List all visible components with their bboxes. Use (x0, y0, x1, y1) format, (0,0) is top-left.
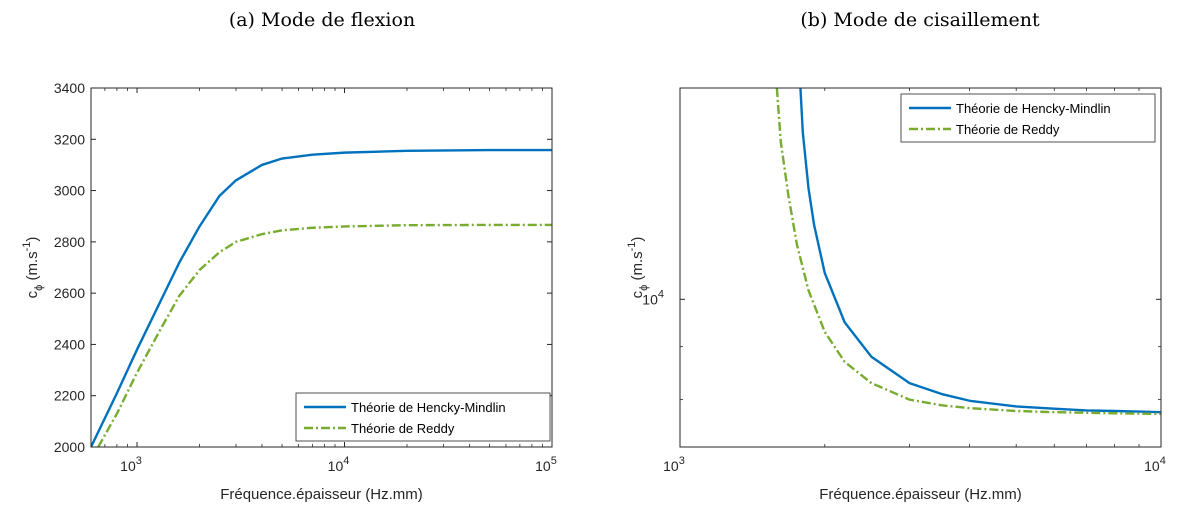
x-tick-label: 104 (328, 455, 350, 474)
y-axis-label-unit-pre: (m.s (629, 251, 646, 284)
y-axis-label-main: c (629, 290, 646, 298)
series-line-hencky-mindlin (91, 148, 552, 447)
y-tick-label: 2600 (54, 285, 85, 301)
x-tick-label: 105 (535, 455, 557, 474)
x-tick-label-exponent: 5 (551, 455, 557, 467)
x-tick-label: 103 (663, 455, 685, 474)
y-axis-label-unit-sup: -1 (626, 242, 638, 252)
legend-label-hencky-mindlin: Théorie de Hencky-Mindlin (351, 400, 506, 415)
panel-title: (b) Mode de cisaillement (800, 9, 1040, 31)
y-tick-label: 2800 (54, 234, 85, 250)
legend-box (295, 392, 551, 442)
x-tick-label-base: 10 (535, 458, 551, 474)
x-tick-label-exponent: 3 (679, 455, 685, 467)
x-tick-label: 104 (1144, 455, 1166, 474)
y-axis-label-sub: ϕ (638, 285, 650, 291)
y-tick-label: 3000 (54, 183, 85, 199)
x-tick-label-exponent: 3 (136, 455, 142, 467)
axes-box (679, 87, 1162, 448)
x-tick-label-base: 10 (328, 458, 344, 474)
legend-label-hencky-mindlin: Théorie de Hencky-Mindlin (956, 101, 1111, 116)
y-tick-label: 2400 (54, 336, 85, 352)
y-axis-label-unit-post: ) (24, 237, 41, 242)
panel-title: (a) Mode de flexion (229, 9, 415, 31)
y-axis-label-sub: ϕ (33, 285, 45, 291)
y-tick-label-exponent: 4 (658, 288, 664, 300)
x-tick-label-base: 10 (1144, 458, 1160, 474)
legend: Théorie de Hencky-Mindlin Théorie de Redd… (295, 392, 551, 442)
axes-box (90, 87, 553, 448)
y-axis-label: cϕ (m.s-1) (626, 237, 650, 299)
y-tick-label-base: 10 (642, 291, 658, 307)
y-tick-label: 104 (642, 288, 664, 307)
legend-label-reddy: Théorie de Reddy (351, 421, 455, 436)
legend: Théorie de Hencky-Mindlin Théorie de Redd… (900, 93, 1156, 143)
x-tick-label-exponent: 4 (343, 455, 349, 467)
y-axis-label-unit-post: ) (629, 237, 646, 242)
x-tick-label: 103 (120, 455, 142, 474)
x-tick-label-base: 10 (663, 458, 679, 474)
y-axis-label-unit-sup: -1 (21, 242, 33, 252)
y-tick-label: 2000 (54, 439, 85, 455)
x-axis-label: Fréquence.épaisseur (Hz.mm) (220, 486, 423, 503)
y-tick-label: 3200 (54, 131, 85, 147)
x-axis-label: Fréquence.épaisseur (Hz.mm) (819, 486, 1022, 503)
legend-label-reddy: Théorie de Reddy (956, 122, 1060, 137)
y-axis-label-unit-pre: (m.s (24, 251, 41, 284)
x-tick-label-base: 10 (120, 458, 136, 474)
legend-box (900, 93, 1156, 143)
series-line-hencky-mindlin (799, 88, 1161, 414)
series-line-reddy (97, 223, 552, 447)
series-line-reddy (775, 88, 1161, 416)
y-tick-label: 3400 (54, 80, 85, 96)
x-tick-label-exponent: 4 (1160, 455, 1166, 467)
y-axis-label-main: c (24, 290, 41, 298)
y-tick-label: 2200 (54, 388, 85, 404)
plot-area (91, 88, 552, 447)
y-axis-label: cϕ (m.s-1) (21, 237, 45, 299)
